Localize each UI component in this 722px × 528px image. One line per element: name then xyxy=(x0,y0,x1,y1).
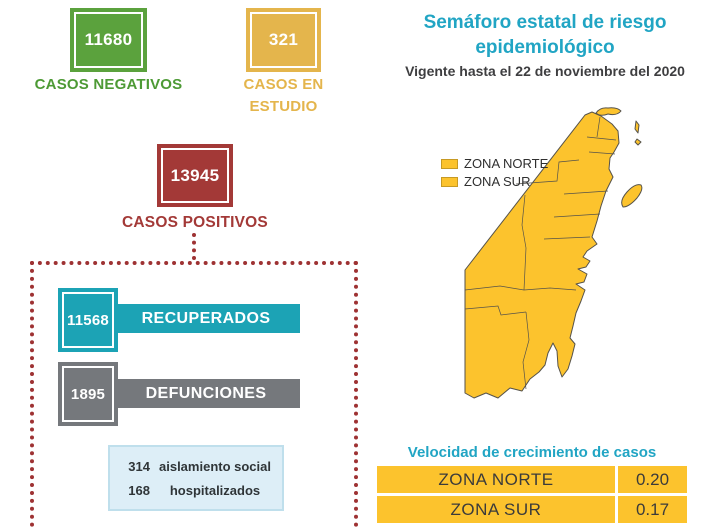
in-study-label-line2: ESTUDIO xyxy=(249,98,318,115)
hospitalized-label: hospitalizados xyxy=(169,482,261,498)
positive-cases-box: 13945 xyxy=(157,144,233,207)
zona-sur-label: ZONA SUR xyxy=(464,174,531,189)
recovered-box: 11568 xyxy=(58,288,118,352)
mainland-outline xyxy=(464,111,620,399)
growth-value-sur: 0.17 xyxy=(618,496,687,523)
active-cases-info-box: 314 aislamiento social 168 hospitalizado… xyxy=(108,445,284,511)
deaths-bar: DEFUNCIONES xyxy=(112,379,300,408)
dotted-connector-line xyxy=(192,233,196,260)
isolation-value: 314 xyxy=(128,458,150,474)
quintana-roo-map xyxy=(464,107,643,399)
positive-cases-value: 13945 xyxy=(161,148,229,203)
in-study-cases-box: 321 xyxy=(246,8,321,72)
in-study-cases-label: CASOS EN ESTUDIO xyxy=(221,74,346,118)
isla-mujeres-island xyxy=(634,138,642,146)
recovered-value: 11568 xyxy=(62,292,114,348)
municipal-borders xyxy=(464,116,617,390)
zona-norte-label: ZONA NORTE xyxy=(464,156,549,171)
positive-cases-breakdown-frame xyxy=(30,261,358,527)
growth-zone-norte: ZONA NORTE xyxy=(377,466,615,493)
growth-value-norte: 0.20 xyxy=(618,466,687,493)
recovered-bar: RECUPERADOS xyxy=(112,304,300,333)
holbox-island xyxy=(595,107,622,116)
contoy-island xyxy=(634,120,640,134)
legend-item-zona-sur: ZONA SUR xyxy=(441,174,548,189)
cozumel-island xyxy=(621,184,643,208)
negative-cases-label: CASOS NEGATIVOS xyxy=(34,76,183,93)
semaforo-title-line1: Semáforo estatal de riesgo xyxy=(423,12,667,33)
map-legend: ZONA NORTE ZONA SUR xyxy=(441,156,548,192)
in-study-label-line1: CASOS EN xyxy=(243,76,324,93)
positive-cases-label: CASOS POSITIVOS xyxy=(122,214,268,231)
growth-table-title: Velocidad de crecimiento de casos xyxy=(407,444,657,461)
negative-cases-box: 11680 xyxy=(70,8,147,72)
deaths-box: 1895 xyxy=(58,362,118,426)
hospitalized-value: 168 xyxy=(128,482,150,498)
hospitalized-row: 168 hospitalizados xyxy=(120,483,272,498)
semaforo-title-line2: epidemiológico xyxy=(475,37,615,58)
negative-cases-value: 11680 xyxy=(74,12,143,68)
zona-norte-swatch xyxy=(441,158,458,169)
growth-zone-sur: ZONA SUR xyxy=(377,496,615,523)
in-study-cases-value: 321 xyxy=(250,12,317,68)
growth-table: ZONA NORTE 0.20 ZONA SUR 0.17 xyxy=(377,466,687,523)
isolation-label: aislamiento social xyxy=(159,458,271,474)
legend-item-zona-norte: ZONA NORTE xyxy=(441,156,548,171)
growth-row-sur: ZONA SUR 0.17 xyxy=(377,496,687,523)
deaths-value: 1895 xyxy=(62,366,114,422)
zona-sur-swatch xyxy=(441,176,458,187)
growth-row-norte: ZONA NORTE 0.20 xyxy=(377,466,687,493)
semaforo-subtitle: Vigente hasta el 22 de noviembre del 202… xyxy=(405,63,685,79)
semaforo-title: Semáforo estatal de riesgo epidemiológic… xyxy=(385,10,705,60)
isolation-row: 314 aislamiento social xyxy=(120,459,272,474)
